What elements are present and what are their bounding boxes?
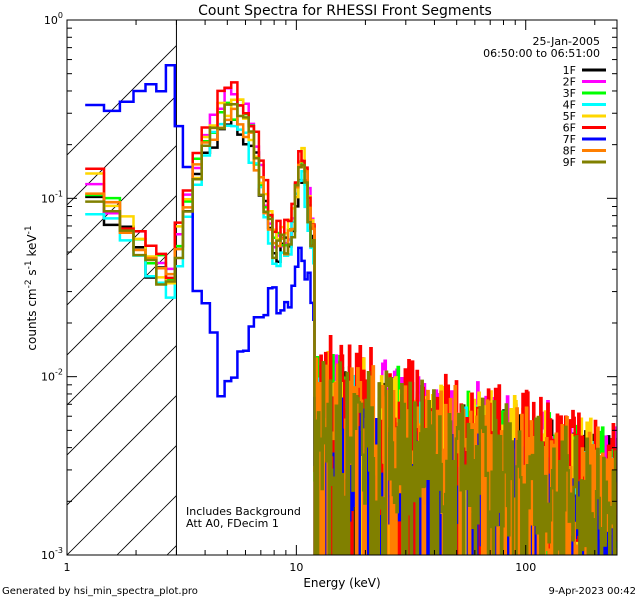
x-tick-label: 10 [289, 561, 303, 574]
legend-label-1f: 1F [563, 64, 576, 77]
legend-label-9f: 9F [563, 156, 576, 169]
y-tick-label: 10-2 [41, 368, 63, 384]
x-tick-label: 100 [515, 561, 536, 574]
x-tick-label: 1 [64, 561, 71, 574]
x-axis-label: Energy (keV) [303, 576, 380, 590]
timestamp-label: 9-Apr-2023 00:42 [549, 586, 636, 597]
date-label: 25-Jan-2005 [533, 35, 601, 48]
series-lines [85, 63, 617, 555]
legend-label-2f: 2F [563, 76, 576, 89]
legend-label-3f: 3F [563, 87, 576, 100]
axes: 1 10 100 10-3 10-2 10-1 100 [41, 11, 617, 574]
generated-by-label: Generated by hsi_min_spectra_plot.pro [2, 586, 198, 597]
time-range-label: 06:50:00 to 06:51:00 [483, 47, 600, 60]
legend-label-7f: 7F [563, 133, 576, 146]
chart-title: Count Spectra for RHESSI Front Segments [198, 3, 492, 19]
legend-label-4f: 4F [563, 99, 576, 112]
plot-frame [66, 19, 618, 556]
series-line-9f [85, 102, 617, 555]
legend-label-6f: 6F [563, 122, 576, 135]
hatch-line [617, 20, 640, 555]
y-tick-label: 100 [44, 11, 63, 27]
annotation-background: Includes Background [186, 505, 301, 518]
hatch-line [67, 245, 177, 356]
y-axis-label: counts cm-2 s-1 keV-1 [24, 225, 39, 350]
y-tick-label: 10-1 [41, 189, 63, 205]
hatch-line [67, 145, 177, 256]
hatch-line [67, 445, 177, 555]
excluded-energy-region [67, 20, 640, 555]
legend-label-5f: 5F [563, 110, 576, 123]
hatch-line [67, 395, 177, 506]
hatch-line [67, 195, 177, 306]
annotation-attenuator: Att A0, FDecim 1 [186, 517, 279, 530]
hatch-line [67, 45, 177, 156]
legend-label-8f: 8F [563, 145, 576, 158]
hatch-line [67, 95, 177, 206]
y-tick-label: 10-3 [41, 546, 63, 562]
